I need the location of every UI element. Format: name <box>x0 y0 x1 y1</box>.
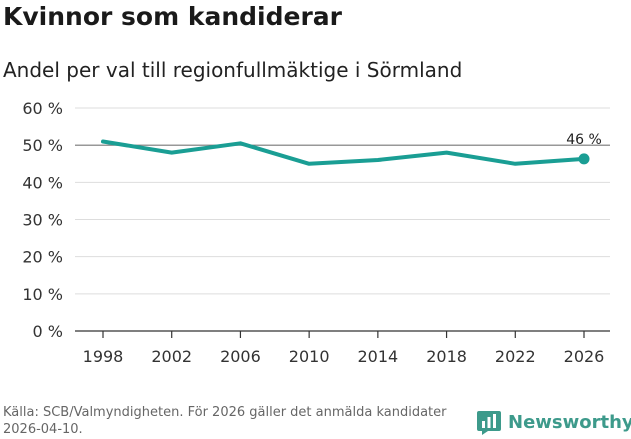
x-tick-label-2006: 2006 <box>220 347 261 366</box>
end-value-label: 46 % <box>566 132 602 148</box>
y-tick-label-40: 40 % <box>22 173 63 192</box>
x-tick-label-2010: 2010 <box>289 347 330 366</box>
y-tick-label-50: 50 % <box>22 136 63 155</box>
x-tick-label-2014: 2014 <box>357 347 398 366</box>
series-line-kvinnor <box>101 139 586 166</box>
x-tick-label-2026: 2026 <box>564 347 605 366</box>
chart-subtitle: Andel per val till regionfullmäktige i S… <box>3 58 463 82</box>
y-tick-label-10: 10 % <box>22 285 63 304</box>
y-tick-label-20: 20 % <box>22 248 63 267</box>
x-tick-label-2002: 2002 <box>151 347 192 366</box>
x-tick-label-2018: 2018 <box>426 347 467 366</box>
source-note: Källa: SCB/Valmyndigheten. För 2026 gäll… <box>3 405 447 437</box>
y-tick-label-60: 60 % <box>22 99 63 118</box>
y-axis-labels: 0 % 10 % 20 % 30 % 40 % 50 % 60 % <box>22 99 63 341</box>
y-tick-label-0: 0 % <box>33 322 63 341</box>
newsworthy-logo: Newsworthy <box>476 408 631 436</box>
x-tick-label-1998: 1998 <box>83 347 124 366</box>
x-axis: 1998 2002 2006 2010 2014 2018 2022 2026 <box>75 330 610 366</box>
series-group: 46 % <box>101 132 602 166</box>
data-point-2026 <box>578 153 590 165</box>
gridlines <box>75 107 610 295</box>
brand-name: Newsworthy <box>508 411 631 433</box>
line-chart: 1998 2002 2006 2010 2014 2018 2022 2026 0 % 10 %… <box>22 99 610 366</box>
bar-chart-logo-icon <box>477 411 501 435</box>
y-tick-label-30: 30 % <box>22 211 63 230</box>
chart-title: Kvinnor som kandiderar <box>3 2 342 31</box>
x-tick-label-2022: 2022 <box>495 347 536 366</box>
